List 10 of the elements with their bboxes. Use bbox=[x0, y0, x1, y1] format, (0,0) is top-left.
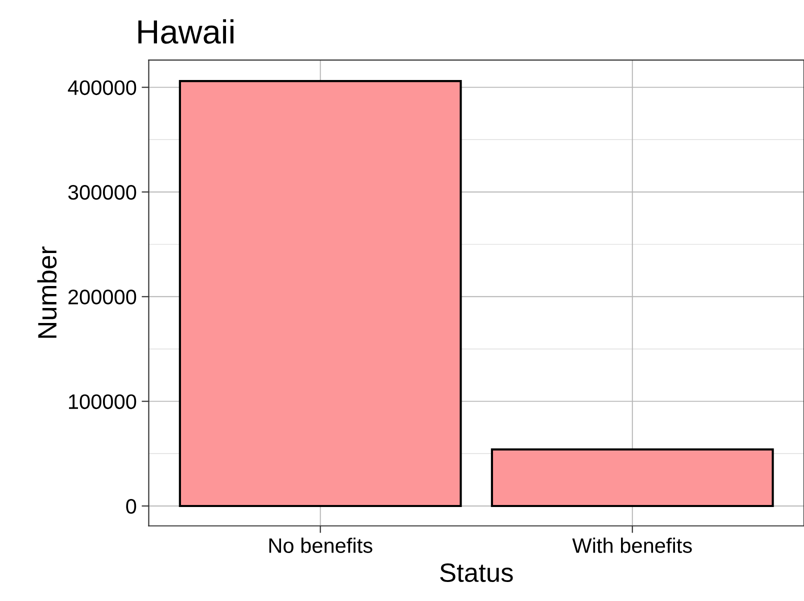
x-tick-label: No benefits bbox=[269, 538, 372, 553]
y-axis-title: Number bbox=[37, 246, 57, 338]
y-tick-label: 400000 bbox=[68, 80, 136, 96]
chart-title: Hawaii bbox=[138, 19, 234, 44]
y-tick-label: 300000 bbox=[68, 184, 136, 200]
y-tick-label: 200000 bbox=[68, 290, 136, 304]
x-axis-title: Status bbox=[440, 563, 513, 582]
y-tick-label: 0 bbox=[126, 498, 136, 514]
x-tick-label: With benefits bbox=[572, 538, 692, 553]
y-tick-label: 100000 bbox=[69, 394, 136, 410]
